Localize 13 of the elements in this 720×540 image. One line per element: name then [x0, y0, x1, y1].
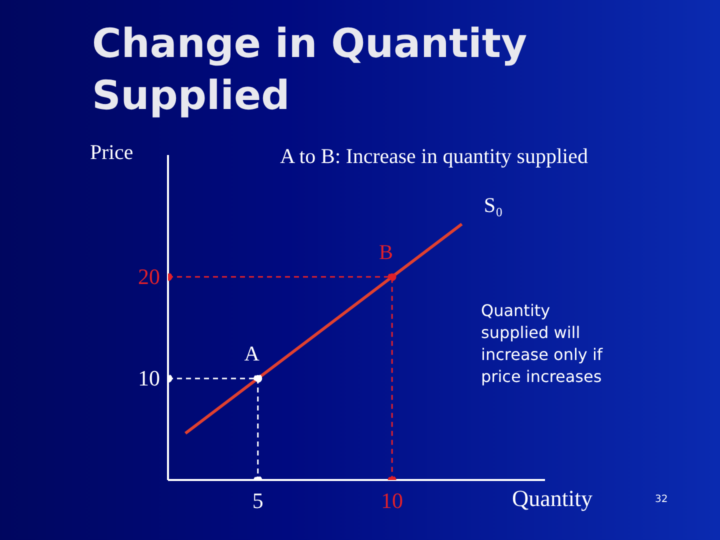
series-label: S₀ [484, 193, 503, 218]
annotation: B [379, 240, 394, 264]
chart-subtitle: A to B: Increase in quantity supplied [280, 144, 588, 169]
annotation: Quantity supplied will increase only if price increases [481, 300, 604, 388]
point [254, 374, 262, 383]
text: 32 [655, 494, 668, 505]
y-tick-label: 20 [138, 264, 160, 289]
annotation: A [244, 341, 260, 366]
x-tick-label: 5 [252, 488, 264, 513]
chart-title: Change in Quantity Supplied [92, 20, 528, 121]
point [388, 272, 396, 282]
x-axis-title: Quantity [512, 486, 592, 512]
y-axis-title: Price [90, 140, 134, 165]
